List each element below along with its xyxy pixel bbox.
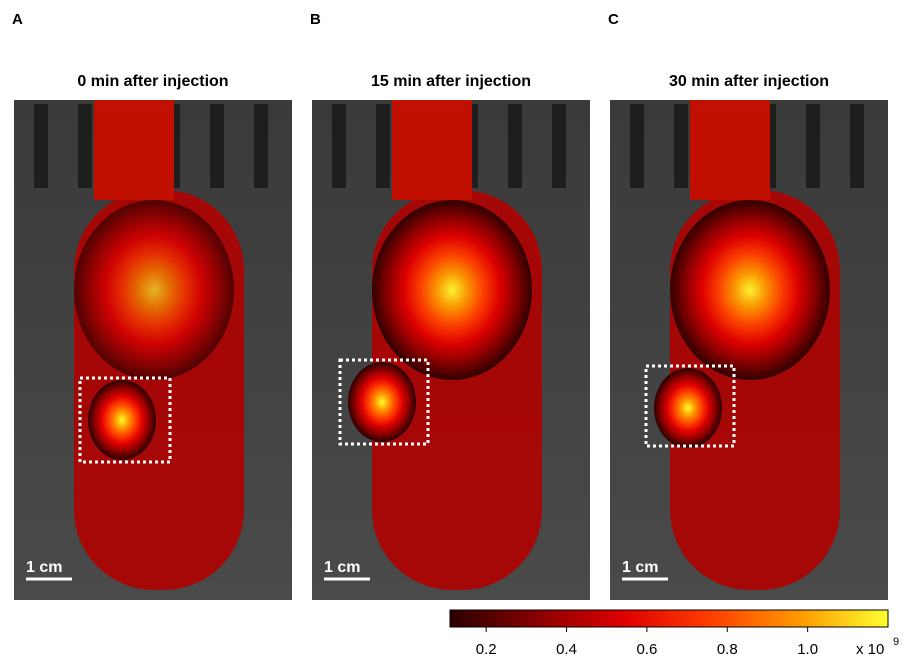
cage-bar xyxy=(552,104,566,188)
cage-bar xyxy=(850,104,864,188)
fluorescence-image xyxy=(610,100,888,600)
unit-label: x 10 xyxy=(856,641,884,658)
tick-label: 0.8 xyxy=(717,641,738,658)
panel-label: A xyxy=(12,11,23,28)
cage-bar xyxy=(332,104,346,188)
cage-bar xyxy=(78,104,92,188)
panel-label: B xyxy=(310,11,321,28)
fluorescence-image xyxy=(312,100,590,600)
cage-bar xyxy=(806,104,820,188)
scale-label: 1 cm xyxy=(324,559,360,576)
cage-bar xyxy=(630,104,644,188)
tumor-hot xyxy=(654,368,722,448)
scale-label: 1 cm xyxy=(26,559,62,576)
roi-box xyxy=(338,358,430,446)
chest-hot xyxy=(372,200,532,380)
panel-title: 15 min after injection xyxy=(371,73,531,90)
colorbar xyxy=(449,609,889,628)
roi-box xyxy=(644,364,736,448)
cage-bar xyxy=(674,104,688,188)
head-glow xyxy=(690,100,770,200)
cage-bar xyxy=(508,104,522,188)
tick-label: 0.2 xyxy=(476,641,497,658)
unit-exponent: 9 xyxy=(893,636,899,648)
fluorescence-image xyxy=(14,100,292,600)
tick-label: 0.6 xyxy=(636,641,657,658)
chest-hot xyxy=(670,200,830,380)
chest-hot xyxy=(74,200,234,380)
head-glow xyxy=(94,100,174,200)
tick-label: 1.0 xyxy=(797,641,818,658)
cage-bar xyxy=(254,104,268,188)
tick-label: 0.4 xyxy=(556,641,577,658)
panel-label: C xyxy=(608,11,619,28)
roi-box xyxy=(78,376,172,464)
scale-label: 1 cm xyxy=(622,559,658,576)
cage-bar xyxy=(210,104,224,188)
panel-title: 0 min after injection xyxy=(77,73,228,90)
panel-title: 30 min after injection xyxy=(669,73,829,90)
tumor-hot xyxy=(88,380,156,460)
cage-bar xyxy=(376,104,390,188)
tumor-hot xyxy=(348,362,416,442)
head-glow xyxy=(392,100,472,200)
cage-bar xyxy=(34,104,48,188)
